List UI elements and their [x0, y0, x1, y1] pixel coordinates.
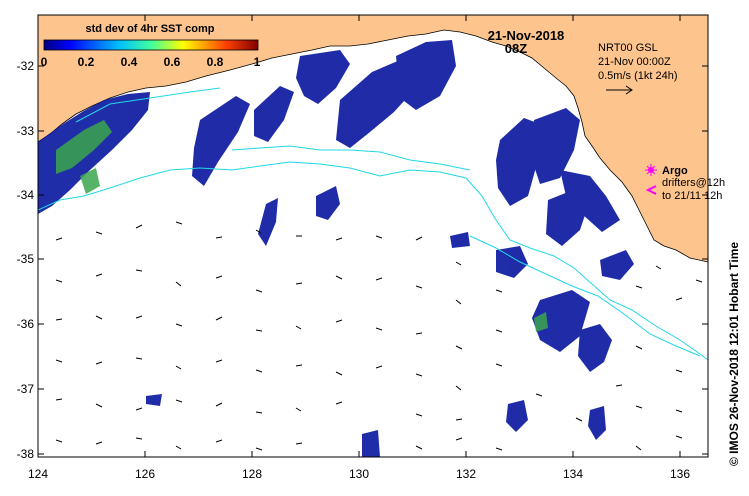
- map-date: 21-Nov-2018: [488, 28, 565, 43]
- colorbar-tick: 0: [41, 55, 48, 69]
- drifter-marker: [645, 185, 657, 195]
- drifters-line2: to 21/11 12h: [662, 190, 722, 202]
- colorbar: [43, 39, 259, 51]
- sst-patches: [38, 40, 634, 457]
- y-tick-label: -32: [17, 59, 35, 73]
- argo-float-marker: [645, 164, 657, 176]
- y-tick-label: -36: [17, 317, 35, 331]
- plot-frame: [37, 14, 709, 458]
- colorbar-tick: 0.2: [78, 55, 95, 69]
- x-tick-label: 134: [563, 467, 583, 481]
- x-axis: [37, 15, 681, 457]
- x-tick-label: 124: [28, 467, 48, 481]
- colorbar-tick: 0.8: [207, 55, 224, 69]
- y-tick-label: -33: [17, 124, 35, 138]
- credit-text: © IMOS 26-Nov-2018 12:01 Hobart Time: [727, 242, 741, 466]
- x-tick-label: 132: [456, 467, 476, 481]
- y-tick-label: -35: [17, 252, 35, 266]
- current-info-line3: 0.5m/s (1kt 24h): [598, 70, 677, 82]
- x-tick-label: 126: [135, 467, 155, 481]
- argo-label: Argo: [662, 165, 688, 177]
- x-tick-label: 130: [349, 467, 369, 481]
- current-vectors: [55, 221, 703, 451]
- colorbar-title: std dev of 4hr SST comp: [86, 23, 215, 35]
- x-tick-label: 128: [242, 467, 262, 481]
- sst-patches-high: [56, 120, 548, 332]
- current-info-line2: 21-Nov 00:00Z: [598, 56, 671, 68]
- y-tick-label: -38: [17, 447, 35, 461]
- y-tick-label: -37: [17, 382, 35, 396]
- drifter-tracks: [38, 87, 708, 361]
- drifters-line1: drifters@12h: [662, 177, 725, 189]
- scale-arrow-icon: [606, 85, 633, 95]
- map-time: 08Z: [505, 41, 527, 56]
- colorbar-tick: 1: [254, 55, 261, 69]
- y-tick-label: -34: [17, 188, 35, 202]
- colorbar-tick: 0.6: [164, 55, 181, 69]
- colorbar-tick: 0.4: [121, 55, 138, 69]
- y-axis: [38, 65, 708, 455]
- x-tick-label: 136: [670, 467, 690, 481]
- current-info-line1: NRT00 GSL: [598, 42, 658, 54]
